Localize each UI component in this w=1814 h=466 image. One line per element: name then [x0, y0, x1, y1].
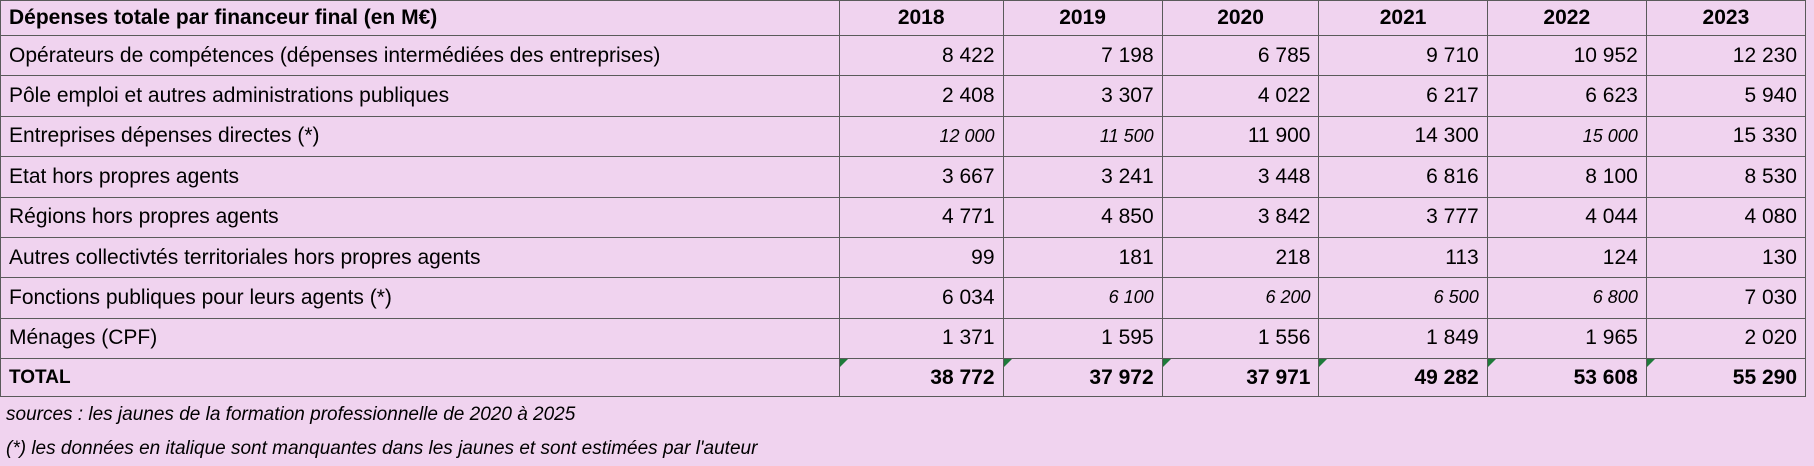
- value-cell-2022[interactable]: 1 965: [1486, 317, 1647, 360]
- total-row: TOTAL 38 772 37 972 37 971 49 282 53 608…: [0, 358, 1807, 397]
- value-cell-2021[interactable]: 113: [1318, 236, 1488, 279]
- value-cell-2021[interactable]: 14 300: [1318, 115, 1488, 158]
- value-cell-2020[interactable]: 1 556: [1161, 317, 1320, 360]
- table-row: Fonctions publiques pour leurs agents (*…: [0, 277, 1807, 319]
- italic-estimate-note: (*) les données en italique sont manquan…: [6, 438, 758, 459]
- value-cell-2020[interactable]: 4 022: [1161, 75, 1320, 117]
- year-header-2019[interactable]: 2019: [1002, 0, 1163, 36]
- value-cell-2018[interactable]: 99: [838, 236, 1004, 279]
- row-label-cell[interactable]: Ménages (CPF): [0, 317, 840, 360]
- table-row: Autres collectivtés territoriales hors p…: [0, 236, 1807, 279]
- cell-marker: [840, 359, 848, 367]
- value-cell-2020[interactable]: 6 200: [1161, 277, 1320, 319]
- value-cell-2018[interactable]: 4 771: [838, 196, 1004, 238]
- value-cell-2021[interactable]: 6 500: [1318, 277, 1488, 319]
- value-cell-2022[interactable]: 124: [1486, 236, 1647, 279]
- total-value: 37 972: [1089, 365, 1154, 389]
- value-cell-2023[interactable]: 130: [1645, 236, 1807, 279]
- year-header-2020[interactable]: 2020: [1161, 0, 1320, 36]
- value-cell-2020[interactable]: 218: [1161, 236, 1320, 279]
- value-cell-2022[interactable]: 10 952: [1486, 34, 1647, 77]
- value-cell-2018[interactable]: 3 667: [838, 156, 1004, 198]
- value-cell-2023[interactable]: 15 330: [1645, 115, 1807, 158]
- total-value: 38 772: [930, 365, 995, 389]
- value-cell-2018[interactable]: 1 371: [838, 317, 1004, 360]
- row-label-cell[interactable]: Opérateurs de compétences (dépenses inte…: [0, 34, 840, 77]
- total-cell-2023[interactable]: 55 290: [1645, 358, 1807, 397]
- year-header-2021[interactable]: 2021: [1318, 0, 1488, 36]
- total-label-cell[interactable]: TOTAL: [0, 358, 840, 397]
- cell-marker: [1004, 359, 1012, 367]
- value-cell-2021[interactable]: 3 777: [1318, 196, 1488, 238]
- value-cell-2020[interactable]: 3 448: [1161, 156, 1320, 198]
- table-row: Régions hors propres agents 4 771 4 850 3 8…: [0, 196, 1807, 238]
- value-cell-2018[interactable]: 6 034: [838, 277, 1004, 319]
- value-cell-2023[interactable]: 5 940: [1645, 75, 1807, 117]
- cell-marker: [1647, 359, 1655, 367]
- value-cell-2020[interactable]: 11 900: [1161, 115, 1320, 158]
- value-cell-2019[interactable]: 11 500: [1002, 115, 1163, 158]
- cell-marker: [1488, 359, 1496, 367]
- value-cell-2018[interactable]: 2 408: [838, 75, 1004, 117]
- value-cell-2021[interactable]: 6 816: [1318, 156, 1488, 198]
- value-cell-2018[interactable]: 8 422: [838, 34, 1004, 77]
- row-label-cell[interactable]: Pôle emploi et autres administrations pu…: [0, 75, 840, 117]
- value-cell-2019[interactable]: 7 198: [1002, 34, 1163, 77]
- value-cell-2019[interactable]: 6 100: [1002, 277, 1163, 319]
- value-cell-2022[interactable]: 4 044: [1486, 196, 1647, 238]
- total-value: 55 290: [1732, 365, 1797, 389]
- table-row: Etat hors propres agents 3 667 3 241 3 448 6…: [0, 156, 1807, 198]
- total-cell-2022[interactable]: 53 608: [1486, 358, 1647, 397]
- total-cell-2019[interactable]: 37 972: [1002, 358, 1163, 397]
- table-row: Pôle emploi et autres administrations pu…: [0, 75, 1807, 117]
- year-header-2023[interactable]: 2023: [1645, 0, 1807, 36]
- value-cell-2018[interactable]: 12 000: [838, 115, 1004, 158]
- table-body: Opérateurs de compétences (dépenses inte…: [0, 34, 1807, 360]
- value-cell-2022[interactable]: 8 100: [1486, 156, 1647, 198]
- row-label-cell[interactable]: Fonctions publiques pour leurs agents (*…: [0, 277, 840, 319]
- header-label-cell[interactable]: Dépenses totale par financeur final (en …: [0, 0, 840, 36]
- row-label-cell[interactable]: Autres collectivtés territoriales hors p…: [0, 236, 840, 279]
- row-label-cell[interactable]: Etat hors propres agents: [0, 156, 840, 198]
- value-cell-2022[interactable]: 6 800: [1486, 277, 1647, 319]
- value-cell-2021[interactable]: 1 849: [1318, 317, 1488, 360]
- cell-marker: [1163, 359, 1171, 367]
- year-header-2022[interactable]: 2022: [1486, 0, 1647, 36]
- total-value: 49 282: [1414, 365, 1479, 389]
- value-cell-2022[interactable]: 15 000: [1486, 115, 1647, 158]
- value-cell-2020[interactable]: 3 842: [1161, 196, 1320, 238]
- financing-table: Dépenses totale par financeur final (en …: [0, 0, 1807, 397]
- value-cell-2023[interactable]: 4 080: [1645, 196, 1807, 238]
- value-cell-2023[interactable]: 7 030: [1645, 277, 1807, 319]
- sources-note: sources : les jaunes de la formation pro…: [6, 404, 576, 425]
- value-cell-2019[interactable]: 3 241: [1002, 156, 1163, 198]
- row-label-cell[interactable]: Régions hors propres agents: [0, 196, 840, 238]
- value-cell-2022[interactable]: 6 623: [1486, 75, 1647, 117]
- value-cell-2021[interactable]: 9 710: [1318, 34, 1488, 77]
- row-label-cell[interactable]: Entreprises dépenses directes (*): [0, 115, 840, 158]
- value-cell-2019[interactable]: 181: [1002, 236, 1163, 279]
- value-cell-2021[interactable]: 6 217: [1318, 75, 1488, 117]
- value-cell-2019[interactable]: 3 307: [1002, 75, 1163, 117]
- value-cell-2019[interactable]: 4 850: [1002, 196, 1163, 238]
- value-cell-2023[interactable]: 2 020: [1645, 317, 1807, 360]
- header-row: Dépenses totale par financeur final (en …: [0, 0, 1807, 36]
- total-value: 53 608: [1573, 365, 1638, 389]
- year-header-2018[interactable]: 2018: [838, 0, 1004, 36]
- cell-marker: [1319, 359, 1328, 367]
- total-value: 37 971: [1246, 365, 1311, 389]
- value-cell-2023[interactable]: 12 230: [1645, 34, 1807, 77]
- table-row: Ménages (CPF) 1 371 1 595 1 556 1 849 1 965 2 …: [0, 317, 1807, 360]
- value-cell-2019[interactable]: 1 595: [1002, 317, 1163, 360]
- total-cell-2020[interactable]: 37 971: [1161, 358, 1320, 397]
- value-cell-2020[interactable]: 6 785: [1161, 34, 1320, 77]
- total-cell-2018[interactable]: 38 772: [838, 358, 1004, 397]
- table-row: Entreprises dépenses directes (*) 12 000 1…: [0, 115, 1807, 158]
- value-cell-2023[interactable]: 8 530: [1645, 156, 1807, 198]
- total-cell-2021[interactable]: 49 282: [1318, 358, 1488, 397]
- table-row: Opérateurs de compétences (dépenses inte…: [0, 34, 1807, 77]
